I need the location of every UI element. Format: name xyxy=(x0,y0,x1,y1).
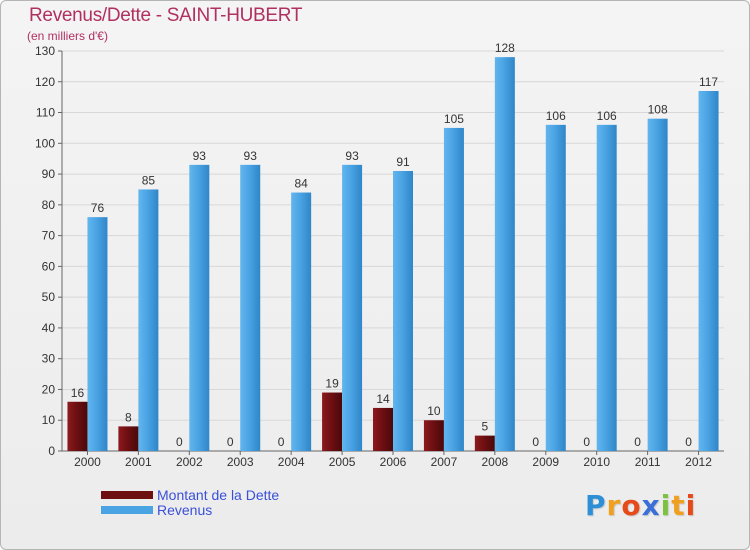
bar-revenus xyxy=(189,164,210,451)
x-tick-label: 2008 xyxy=(481,455,508,469)
data-label-revenus: 106 xyxy=(546,109,566,123)
y-tick-label: 20 xyxy=(42,382,56,396)
data-label-dette: 0 xyxy=(583,435,590,449)
proxiti-logo-letter: t xyxy=(671,489,686,522)
data-label-dette: 0 xyxy=(685,435,692,449)
data-label-revenus: 91 xyxy=(396,155,410,169)
x-tick-label: 2001 xyxy=(125,455,152,469)
x-tick-label: 2006 xyxy=(380,455,407,469)
data-label-dette: 0 xyxy=(278,435,285,449)
legend-label-revenus: Revenus xyxy=(157,502,213,518)
x-tick-label: 2000 xyxy=(74,455,101,469)
data-label-revenus: 76 xyxy=(91,201,105,215)
data-label-revenus: 93 xyxy=(193,149,207,163)
bar-revenus xyxy=(87,217,108,451)
x-tick-label: 2011 xyxy=(635,455,661,469)
x-tick-label: 2003 xyxy=(227,455,254,469)
data-label-revenus: 93 xyxy=(345,149,359,163)
x-tick-label: 2004 xyxy=(278,455,305,469)
y-tick-label: 80 xyxy=(42,198,56,212)
bar-revenus xyxy=(342,164,363,451)
proxiti-logo-letter: x xyxy=(641,489,661,522)
data-label-revenus: 93 xyxy=(244,149,258,163)
data-label-dette: 19 xyxy=(325,377,339,391)
bar-dette xyxy=(322,392,343,451)
legend-swatch-revenus xyxy=(101,506,153,514)
y-tick-label: 0 xyxy=(48,444,55,458)
data-label-dette: 10 xyxy=(427,404,441,418)
proxiti-logo-letter: r xyxy=(606,489,622,522)
bar-revenus xyxy=(240,164,261,451)
bar-revenus xyxy=(393,171,413,451)
y-tick-label: 30 xyxy=(42,352,56,366)
x-tick-label: 2010 xyxy=(583,455,610,469)
legend-swatch-dette xyxy=(101,491,153,499)
proxiti-logo-letter: o xyxy=(621,489,642,522)
data-label-revenus: 84 xyxy=(294,177,308,191)
x-tick-label: 2002 xyxy=(176,455,203,469)
bar-revenus xyxy=(138,189,159,451)
y-tick-label: 70 xyxy=(42,229,56,243)
y-tick-label: 40 xyxy=(42,321,56,335)
y-tick-label: 90 xyxy=(42,167,56,181)
x-tick-label: 2007 xyxy=(431,455,458,469)
data-label-revenus: 85 xyxy=(142,173,156,187)
data-label-revenus: 128 xyxy=(495,41,515,55)
x-tick-label: 2005 xyxy=(329,455,356,469)
data-label-revenus: 108 xyxy=(648,103,668,117)
y-tick-label: 10 xyxy=(42,413,56,427)
bar-dette xyxy=(474,435,495,451)
proxiti-logo-letter: P xyxy=(585,489,607,522)
data-label-dette: 14 xyxy=(376,392,390,406)
bar-revenus xyxy=(291,192,312,452)
bar-dette xyxy=(67,401,88,451)
bar-revenus xyxy=(647,118,668,451)
bar-revenus xyxy=(443,127,464,451)
data-label-revenus: 117 xyxy=(699,75,718,89)
y-tick-label: 60 xyxy=(42,259,56,273)
x-tick-label: 2012 xyxy=(685,455,712,469)
data-label-dette: 0 xyxy=(532,435,539,449)
data-label-revenus: 106 xyxy=(597,109,617,123)
bar-dette xyxy=(373,407,393,451)
proxiti-logo-letter: i xyxy=(685,489,697,522)
y-tick-label: 100 xyxy=(35,136,55,150)
data-label-dette: 0 xyxy=(634,435,641,449)
proxiti-logo-letter: i xyxy=(660,489,672,522)
y-tick-label: 130 xyxy=(35,44,55,58)
x-tick-label: 2009 xyxy=(532,455,559,469)
bar-dette xyxy=(118,426,139,451)
bar-revenus xyxy=(494,57,515,452)
proxiti-logo: Proxiti xyxy=(585,489,696,522)
data-label-dette: 8 xyxy=(125,410,132,424)
bar-revenus xyxy=(545,124,566,451)
data-label-dette: 0 xyxy=(176,435,183,449)
y-tick-label: 50 xyxy=(42,290,56,304)
chart-subtitle: (en milliers d'€) xyxy=(27,29,108,43)
data-label-dette: 16 xyxy=(71,386,85,400)
bar-revenus xyxy=(596,124,617,451)
bar-dette xyxy=(423,420,444,451)
bar-revenus xyxy=(698,91,719,451)
chart-title: Revenus/Dette - SAINT-HUBERT xyxy=(29,5,303,26)
data-label-revenus: 105 xyxy=(444,112,464,126)
y-tick-label: 110 xyxy=(36,106,55,120)
legend-label-dette: Montant de la Dette xyxy=(157,487,280,503)
data-label-dette: 0 xyxy=(227,435,234,449)
y-tick-label: 120 xyxy=(35,75,55,89)
data-label-dette: 5 xyxy=(482,420,489,434)
